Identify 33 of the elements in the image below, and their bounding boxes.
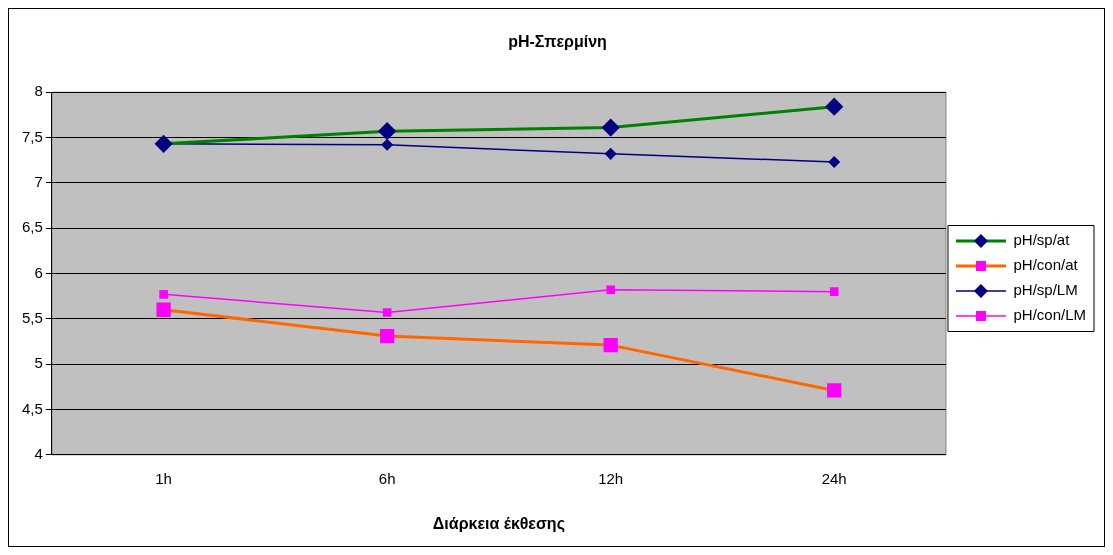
- point: [379, 328, 395, 344]
- y-tick-label: 5: [34, 354, 43, 372]
- y-tick-label: 4,5: [21, 399, 43, 417]
- y-tick-label: 7,5: [21, 127, 43, 145]
- legend-label: pH/con/LM: [1013, 306, 1087, 324]
- y-tick-label: 6: [34, 263, 43, 281]
- legend-label: pH/con/at: [1013, 256, 1079, 274]
- legend-label: pH/sp/at: [1013, 231, 1071, 249]
- y-tick-label: 7: [34, 172, 43, 190]
- y-tick-label: 6,5: [21, 218, 43, 236]
- point: [604, 148, 617, 160]
- y-tick-label: 4: [34, 444, 43, 462]
- x-tick-label: 6h: [378, 469, 396, 487]
- point: [829, 287, 839, 296]
- x-tick-label: 1h: [155, 469, 172, 487]
- point: [825, 98, 843, 116]
- x-axis-title: Διάρκεια έκθεσης: [432, 514, 565, 533]
- point: [159, 290, 168, 299]
- y-tick-label: 5,5: [21, 308, 43, 326]
- point: [381, 139, 393, 151]
- point: [828, 156, 840, 168]
- point: [382, 308, 392, 317]
- legend-label: pH/sp/LM: [1013, 281, 1078, 299]
- x-tick-label: 24h: [821, 469, 847, 487]
- point: [378, 122, 396, 140]
- point: [156, 302, 171, 317]
- point: [602, 119, 620, 137]
- point: [827, 383, 842, 398]
- point: [603, 337, 618, 353]
- x-tick-label: 12h: [598, 469, 624, 487]
- point: [606, 285, 615, 295]
- chart-title: pH-Σπερμίνη: [508, 33, 607, 51]
- y-tick-label: 8: [34, 82, 43, 100]
